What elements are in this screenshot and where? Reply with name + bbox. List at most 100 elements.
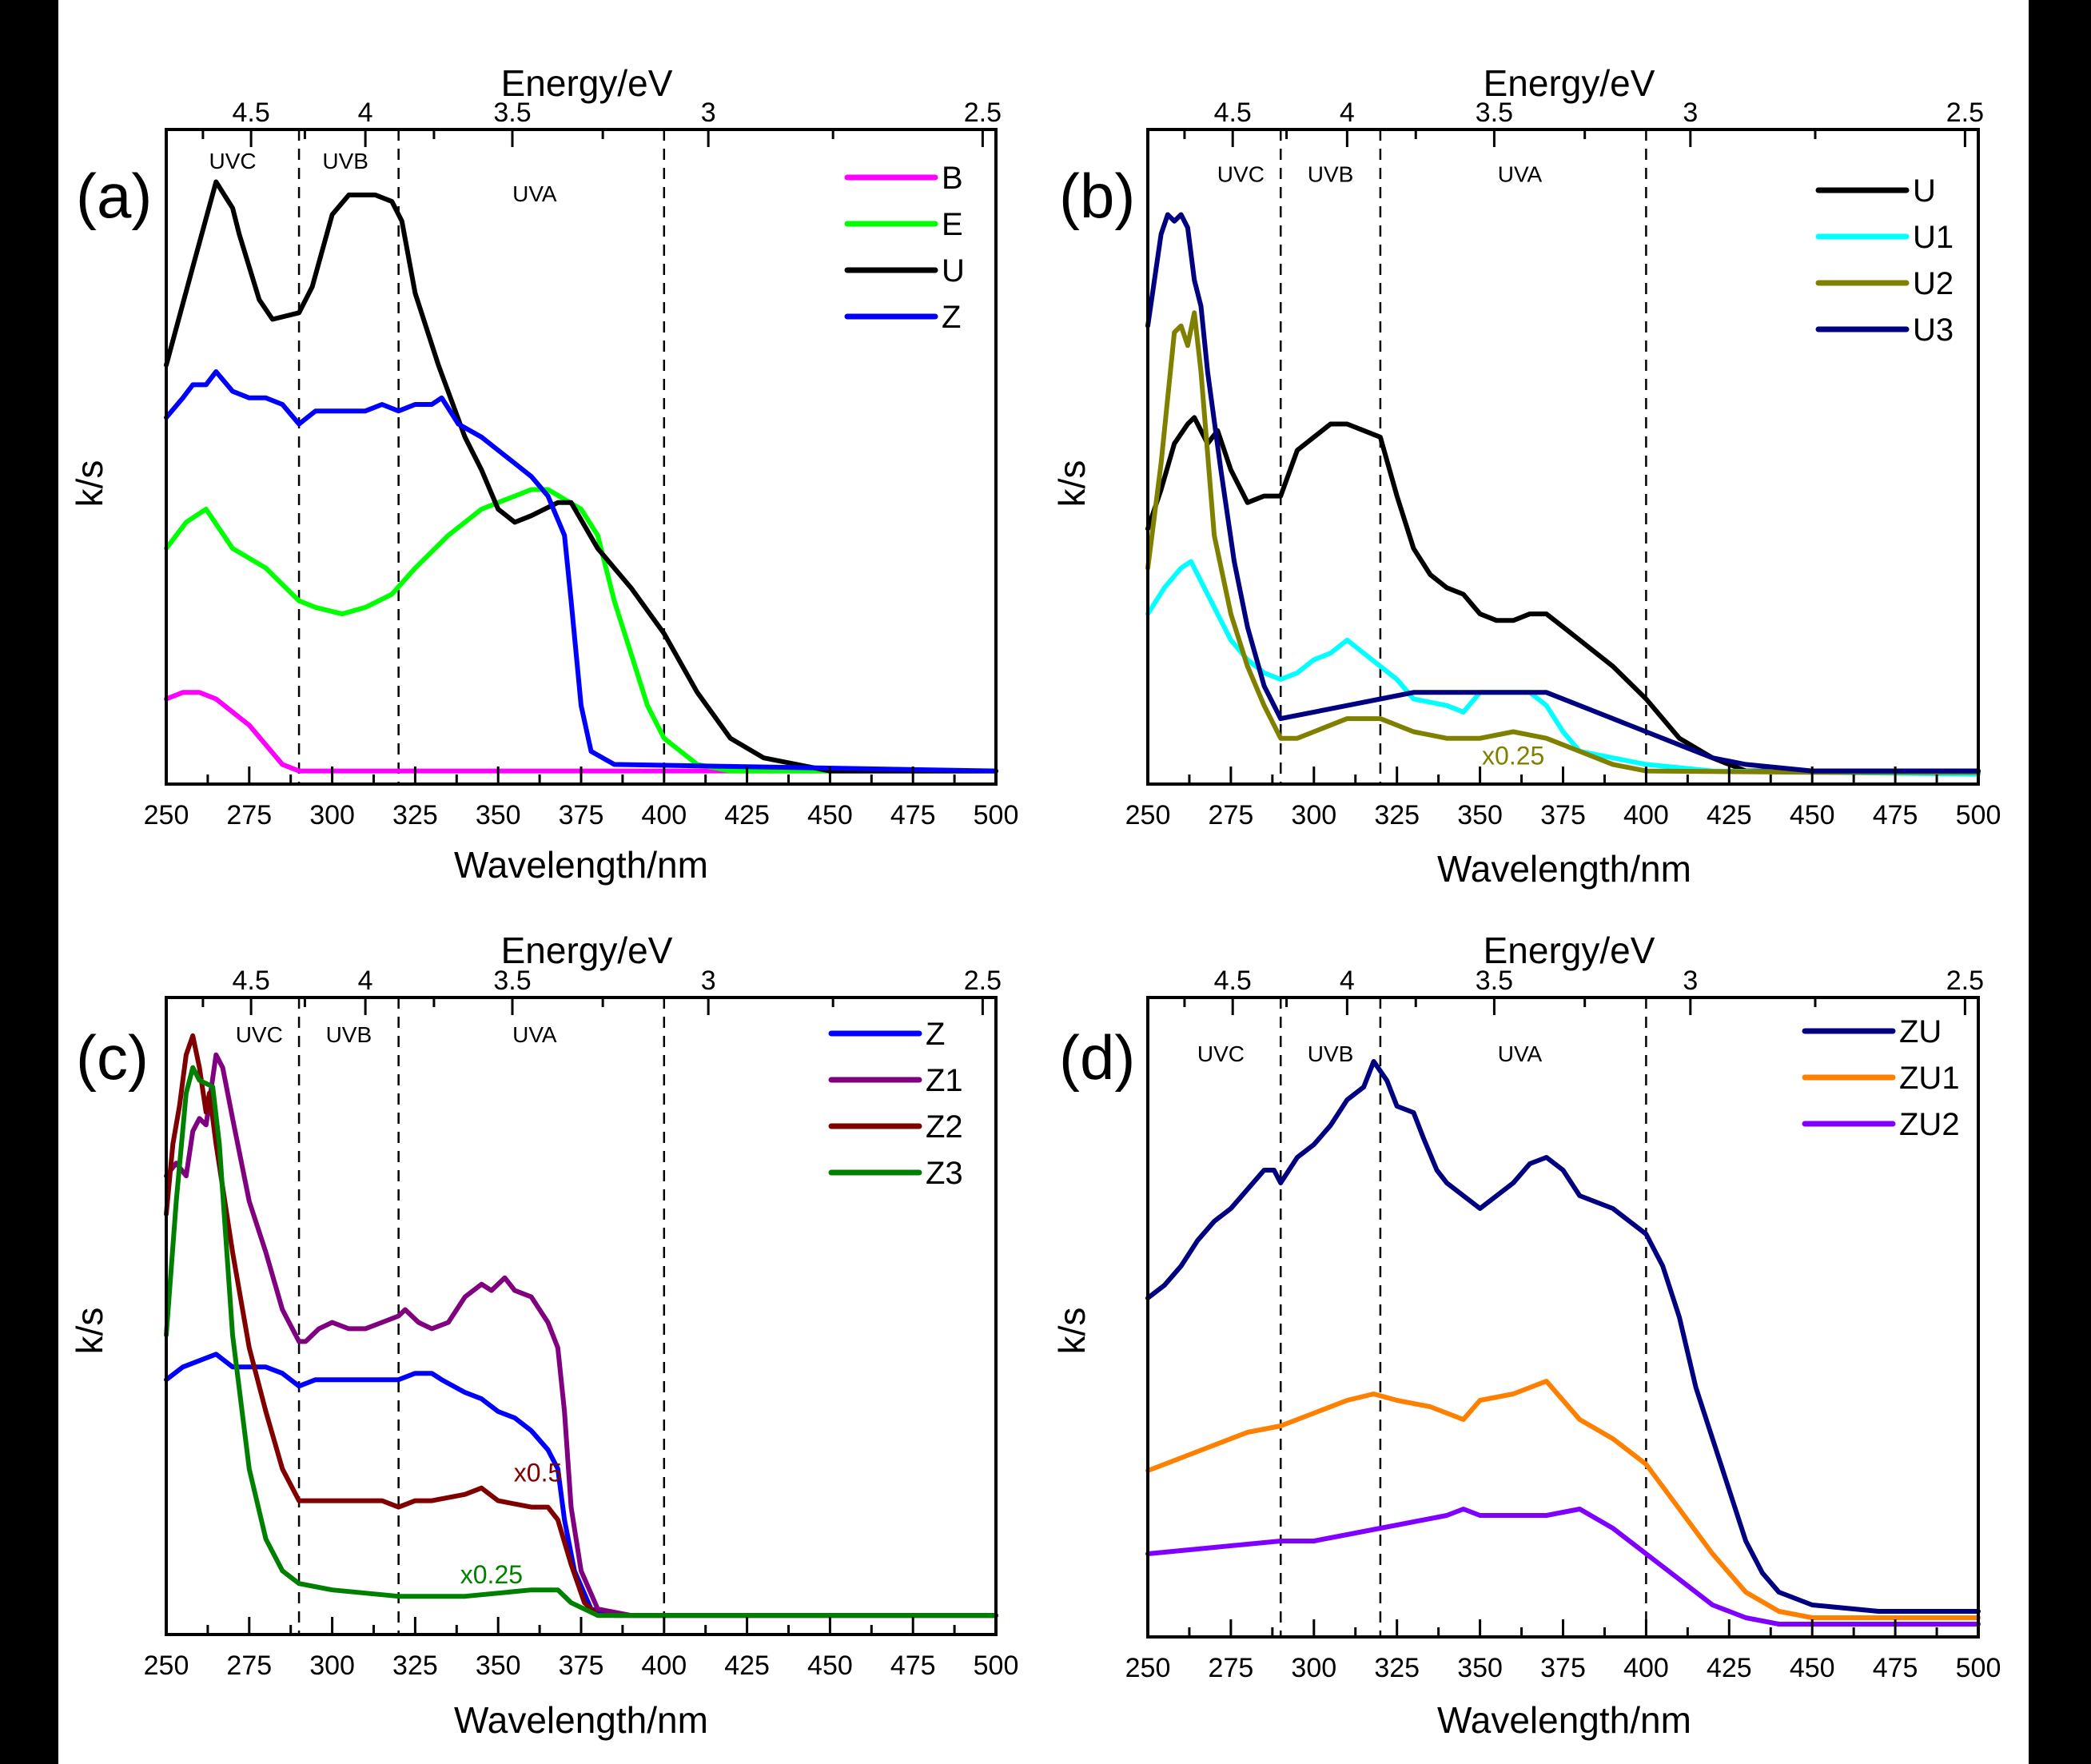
x-tick-label: 325	[1374, 1653, 1420, 1683]
legend-label-zu: ZU	[1899, 1014, 1942, 1049]
x-tick-label: 500	[1956, 1653, 2001, 1683]
x-tick-label: 275	[226, 800, 272, 830]
x-tick-label: 350	[476, 800, 521, 830]
panel-c: (c) Energy/eV Wavelength/nm k/s UVC UVB UV…	[69, 930, 1018, 1741]
region-label-uva: UVA	[512, 1022, 557, 1047]
x-tick-label: 250	[1125, 1653, 1171, 1683]
x-tick-label: 500	[1956, 800, 2001, 830]
top-tick-label: 3.5	[493, 966, 531, 996]
x-tick-label: 475	[1873, 800, 1918, 830]
x-tick-label: 475	[890, 800, 936, 830]
x-tick-label: 425	[724, 1651, 770, 1681]
region-label-uvc: UVC	[209, 149, 256, 173]
x-tick-label: 450	[807, 1651, 853, 1681]
x-tick-label: 500	[974, 800, 1019, 830]
top-tick-label: 3	[1683, 98, 1698, 128]
region-label-uvb: UVB	[1308, 1041, 1354, 1066]
x-tick-label: 350	[1457, 1653, 1503, 1683]
top-tick-label: 4	[358, 966, 373, 996]
right-black-border	[2029, 0, 2091, 1764]
series-line-u2	[1145, 310, 1981, 775]
series-line-z1	[164, 1052, 998, 1619]
x-tick-label: 400	[641, 800, 687, 830]
series-line-z	[164, 1352, 998, 1619]
series-line-z3	[164, 1065, 998, 1619]
x-tick-label: 425	[1707, 1653, 1752, 1683]
series-line-u	[164, 179, 998, 774]
x-tick-label: 500	[974, 1651, 1019, 1681]
x-axis-title: Wavelength/nm	[454, 1699, 708, 1741]
legend-label-u2: U2	[1913, 266, 1954, 301]
panel-b: (b) Energy/eV Wavelength/nm k/s UVC UVB UV…	[1051, 62, 2001, 890]
top-tick-label: 4	[1340, 98, 1355, 128]
region-label-uvc: UVC	[236, 1022, 283, 1047]
series-line-z	[164, 369, 998, 774]
top-axis-title: Energy/eV	[1484, 62, 1655, 104]
legend-label-b: B	[942, 161, 963, 196]
legend-label-z: Z	[926, 1017, 945, 1052]
top-tick-label: 4	[358, 98, 373, 128]
legend-label-z1: Z1	[926, 1063, 963, 1098]
plot-area: UVC UVB UVA x0.5 x0.25 250 275 300 325 350 375 400 4…	[144, 966, 1019, 1681]
x-axis-title: Wavelength/nm	[1437, 848, 1691, 890]
x-tick-label: 275	[1209, 1653, 1254, 1683]
scale-annotation-z3: x0.25	[460, 1560, 523, 1589]
x-tick-label: 450	[1790, 800, 1835, 830]
plot-frame	[1146, 128, 1980, 786]
x-tick-label: 400	[641, 1651, 687, 1681]
legend-label-u: U	[1913, 173, 1936, 209]
top-tick-label: 2.5	[1946, 966, 1984, 996]
legend-label-u3: U3	[1913, 313, 1954, 348]
region-label-uva: UVA	[1498, 1041, 1543, 1066]
legend-label-z: Z	[942, 300, 961, 335]
top-tick-label: 3.5	[1476, 966, 1513, 996]
x-tick-label: 325	[392, 1651, 438, 1681]
region-label-uva: UVA	[512, 181, 557, 206]
x-tick-label: 375	[559, 1651, 604, 1681]
series-line-e	[164, 487, 998, 774]
x-tick-label: 425	[1707, 800, 1752, 830]
panel-label: (a)	[76, 161, 152, 231]
top-tick-label: 2.5	[964, 98, 1002, 128]
legend-label-zu1: ZU1	[1899, 1061, 1960, 1096]
legend-label-zu2: ZU2	[1899, 1107, 1960, 1142]
panel-label: (c)	[76, 1022, 149, 1093]
panel-a: (a) Energy/eV Wavelength/nm k/s UVC UVBUV…	[69, 62, 1018, 886]
top-tick-label: 3	[701, 98, 716, 128]
scale-annotation-z2: x0.5	[514, 1459, 562, 1487]
legend-label-e: E	[942, 207, 963, 242]
panel-label: (b)	[1059, 161, 1135, 231]
region-label-uvb: UVB	[322, 149, 368, 173]
legend-label-z3: Z3	[926, 1156, 963, 1191]
x-tick-label: 350	[1457, 800, 1503, 830]
x-tick-label: 300	[1291, 800, 1336, 830]
panel-label: (d)	[1059, 1022, 1135, 1093]
legend-label-u1: U1	[1913, 220, 1954, 255]
legend-label-z2: Z2	[926, 1109, 963, 1145]
series-line-u1	[1145, 559, 1981, 777]
top-tick-label: 3.5	[493, 98, 531, 128]
region-label-uvb: UVB	[326, 1022, 372, 1047]
x-tick-label: 475	[1873, 1653, 1918, 1683]
legend-label-u: U	[942, 253, 965, 289]
region-label-uvc: UVC	[1217, 162, 1265, 187]
x-axis-title: Wavelength/nm	[1437, 1699, 1691, 1741]
top-tick-label: 2.5	[964, 966, 1002, 996]
x-tick-label: 325	[392, 800, 438, 830]
top-tick-label: 4	[1340, 966, 1355, 996]
region-label-uva: UVA	[1498, 162, 1543, 187]
top-tick-label: 4.5	[232, 98, 269, 128]
series-line-zu1	[1145, 1379, 1981, 1620]
x-tick-label: 250	[1125, 800, 1171, 830]
series-line-zu2	[1145, 1507, 1981, 1627]
x-tick-label: 425	[724, 800, 770, 830]
x-tick-label: 475	[890, 1651, 936, 1681]
y-axis-title: k/s	[69, 460, 110, 508]
x-tick-label: 250	[144, 1651, 189, 1681]
x-tick-label: 375	[1540, 800, 1586, 830]
x-tick-label: 375	[1540, 1653, 1586, 1683]
top-tick-label: 4.5	[232, 966, 269, 996]
left-black-border	[0, 0, 58, 1764]
